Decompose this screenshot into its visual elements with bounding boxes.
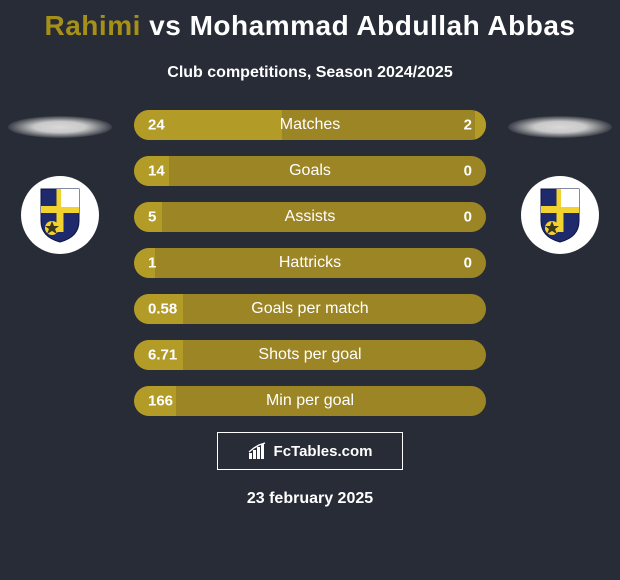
player2-name: Mohammad Abdullah Abbas (190, 10, 576, 41)
subtitle: Club competitions, Season 2024/2025 (0, 64, 620, 82)
stat-row: 10Hattricks (134, 248, 486, 278)
brand-box: FcTables.com (217, 432, 403, 470)
player2-shadow (508, 116, 612, 138)
player1-club-badge (21, 176, 99, 254)
stat-row: 242Matches (134, 110, 486, 140)
stat-label: Matches (134, 116, 486, 134)
comparison-title: Rahimi vs Mohammad Abdullah Abbas (0, 0, 620, 42)
brand-text: FcTables.com (274, 443, 373, 460)
player1-name: Rahimi (45, 10, 141, 41)
brand-logo-icon (248, 442, 268, 460)
stat-label: Min per goal (134, 392, 486, 410)
stat-label: Hattricks (134, 254, 486, 272)
stat-row: 140Goals (134, 156, 486, 186)
vs-text: vs (149, 10, 181, 41)
stat-row: 50Assists (134, 202, 486, 232)
stat-bars: 242Matches 140Goals 50Assists 10Hattricks 0.… (134, 110, 486, 416)
player2-club-badge (521, 176, 599, 254)
player1-shadow (8, 116, 112, 138)
comparison-stage: 242Matches 140Goals 50Assists 10Hattricks 0.… (0, 110, 620, 416)
stat-label: Assists (134, 208, 486, 226)
stat-row: 6.71Shots per goal (134, 340, 486, 370)
stat-label: Shots per goal (134, 346, 486, 364)
date-text: 23 february 2025 (0, 490, 620, 508)
stat-label: Goals per match (134, 300, 486, 318)
club-shield-icon (37, 187, 83, 243)
stat-row: 0.58Goals per match (134, 294, 486, 324)
club-shield-icon (537, 187, 583, 243)
stat-row: 166Min per goal (134, 386, 486, 416)
stat-label: Goals (134, 162, 486, 180)
